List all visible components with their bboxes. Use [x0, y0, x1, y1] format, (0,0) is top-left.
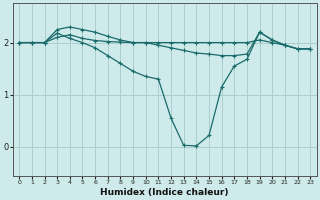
X-axis label: Humidex (Indice chaleur): Humidex (Indice chaleur): [100, 188, 229, 197]
